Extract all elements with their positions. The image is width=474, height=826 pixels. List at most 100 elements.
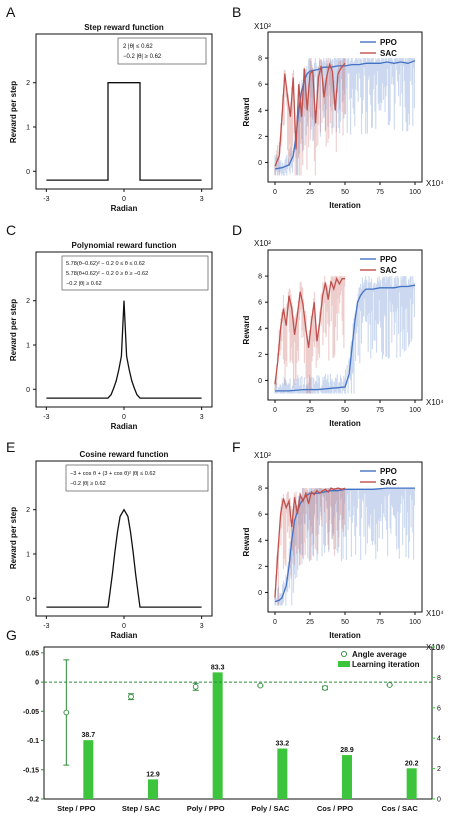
y-tick-label: 4 (258, 538, 262, 545)
iteration-bar (277, 748, 288, 799)
left-y-tick-label: -0.15 (23, 767, 39, 774)
category-label: Step / SAC (122, 804, 161, 813)
reward-curve (46, 300, 202, 399)
y-tick-label: 8 (258, 274, 262, 281)
panel-label-b: B (232, 4, 241, 20)
y-axis-label: Reward per step (9, 507, 18, 569)
y-tick-label: 0 (26, 387, 30, 394)
legend-label-sac: SAC (380, 478, 397, 487)
legend-marker-angle (340, 650, 348, 658)
right-y-tick-label: 6 (437, 705, 441, 712)
x-tick-label: 3 (200, 623, 204, 630)
equation-line-3: −0.2 |θ| ≥ 0.62 (66, 281, 102, 287)
plot-frame (43, 646, 433, 800)
summary-bar-chart: X10⁴ Angle average Learning iteration 38… (23, 643, 445, 813)
x-tick-label: 50 (341, 189, 349, 196)
legend: Angle average Learning iteration (338, 650, 420, 669)
y-tick-label: 0 (258, 590, 262, 597)
x-scale-label: X10⁴ (426, 179, 444, 188)
x-tick-label: 75 (376, 189, 384, 196)
left-y-tick-label: -0.1 (27, 738, 39, 745)
equation-line-2: −0.2 |θ| ≥ 0.62 (123, 54, 162, 60)
x-tick-label: 0 (273, 189, 277, 196)
bar-value-label: 28.9 (340, 747, 354, 754)
y-axis-label: Reward (242, 527, 251, 556)
right-y-tick-label: 0 (437, 797, 441, 804)
x-tick-label: -3 (43, 623, 49, 630)
y-scale-label: X10² (254, 239, 271, 248)
ppo-curve (275, 284, 416, 392)
y-scale-label: X10² (254, 22, 271, 31)
bar-value-label: 20.2 (405, 760, 419, 767)
sac-curve (274, 276, 345, 385)
ppo-curve (274, 487, 415, 603)
y-axis-label: Reward (242, 315, 251, 344)
y-tick-label: 0 (26, 169, 30, 176)
x-tick-label: 75 (376, 407, 384, 414)
category-label: Cos / PPO (317, 804, 353, 813)
x-scale-label: X10⁴ (426, 609, 444, 618)
category-label: Poly / SAC (251, 804, 290, 813)
angle-point (192, 683, 199, 690)
left-y-tick-label: 0 (35, 680, 39, 687)
legend-label-sac: SAC (380, 266, 397, 275)
bar-value-label: 38.7 (82, 732, 96, 739)
y-tick-label: 4 (258, 326, 262, 333)
panel-label-c: C (6, 222, 16, 238)
iteration-bar (212, 672, 223, 799)
y-tick-label: 6 (258, 300, 262, 307)
training-reward-chart-cosine: X10² X10⁴ Iteration Reward 0 25 50 75 100 0 2 4… (242, 451, 444, 640)
x-tick-label: 0 (122, 623, 126, 630)
x-tick-label: -3 (43, 414, 49, 421)
panel-label-d: D (232, 222, 242, 238)
reward-curve (46, 82, 202, 181)
angle-point (386, 682, 393, 688)
x-tick-label: -3 (43, 196, 49, 203)
y-tick-label: 1 (26, 343, 30, 350)
right-y-tick-label: 8 (437, 675, 441, 682)
training-reward-chart-step: X10² X10⁴ Iteration Reward 0 25 50 75 100 0 2 4… (242, 22, 444, 210)
panel-label-a: A (6, 4, 16, 20)
x-tick-label: 0 (122, 414, 126, 421)
sac-curve (274, 487, 346, 598)
right-y-tick-label: 4 (437, 736, 441, 743)
training-reward-chart-polynomial: X10² X10⁴ Iteration Reward 0 25 50 75 100 0 2 4… (242, 239, 444, 428)
y-tick-label: 1 (26, 125, 30, 132)
legend: PPO SAC (360, 255, 397, 275)
x-tick-label: 100 (409, 407, 421, 414)
y-tick-label: 1 (26, 552, 30, 559)
x-tick-label: 25 (306, 619, 314, 626)
equation-box (61, 255, 209, 291)
y-tick-label: 6 (258, 82, 262, 89)
y-tick-label: 2 (26, 298, 30, 305)
x-axis-label: Iteration (329, 419, 361, 428)
polynomial-reward-chart: Polynomial reward function 5.78(θ−0.62)²… (9, 241, 213, 431)
angle-point (128, 693, 134, 700)
right-y-tick-label: 10 (437, 645, 445, 652)
y-tick-label: 8 (258, 486, 262, 493)
x-tick-label: 0 (122, 196, 126, 203)
chart-title: Polynomial reward function (72, 241, 177, 250)
x-tick-label: 0 (273, 407, 277, 414)
step-reward-chart: Step reward function 2 |θ| ≤ 0.62 −0.2 |… (9, 23, 213, 213)
iteration-bar (342, 755, 352, 799)
category-label: Poly / PPO (187, 804, 225, 813)
panel-label-g: G (6, 627, 17, 643)
y-tick-label: 2 (258, 564, 262, 571)
left-y-tick-label: -0.05 (23, 709, 39, 716)
y-tick-label: 2 (258, 352, 262, 359)
category-label: Step / PPO (57, 804, 96, 813)
bar-value-label: 12.9 (146, 771, 160, 778)
y-tick-label: 2 (26, 507, 30, 514)
left-y-tick-label: -0.2 (27, 797, 39, 804)
equation-line-1: −3 + cos θ + (3 + cos θ)² |θ| ≤ 0.62 (70, 471, 156, 477)
y-axis-label: Reward per step (9, 299, 18, 361)
y-tick-label: 0 (26, 596, 30, 603)
bar-value-label: 83.3 (211, 664, 225, 671)
legend-label-angle: Angle average (352, 650, 407, 659)
x-tick-label: 50 (341, 407, 349, 414)
x-axis-label: Radian (111, 422, 138, 431)
sac-curve (274, 62, 346, 167)
angle-point (322, 685, 328, 691)
